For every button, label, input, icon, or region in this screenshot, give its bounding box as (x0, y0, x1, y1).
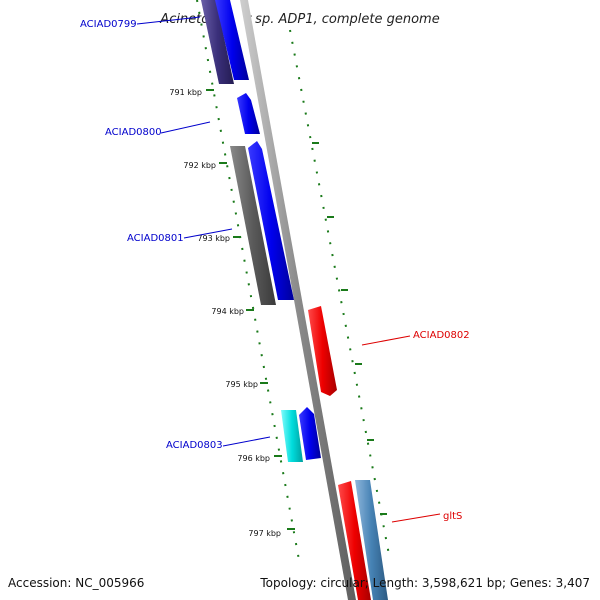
accession-label: Accession: NC_005966 (8, 576, 145, 590)
tick-label-793: 793 kbp (197, 234, 230, 243)
leader-ACIAD0803 (222, 436, 271, 447)
feature-gray (230, 146, 276, 305)
tick-label-796: 796 kbp (237, 454, 270, 463)
gene-label-ACIAD0803[interactable]: ACIAD0803 (166, 440, 223, 451)
feature-steelblue (355, 480, 388, 600)
backbone (240, 0, 356, 600)
gene-ACIAD0800-shape (237, 93, 260, 134)
gene-gltS-shape (338, 481, 371, 600)
tick-label-792: 792 kbp (183, 161, 216, 170)
gene-label-ACIAD0799[interactable]: ACIAD0799 (80, 19, 137, 30)
gene-ACIAD0802-shape (308, 306, 337, 396)
tick-label-791: 791 kbp (169, 88, 202, 97)
tick-label-797: 797 kbp (248, 529, 281, 538)
leader-ACIAD0802 (361, 335, 411, 346)
gene-ACIAD0799-shape (215, 0, 249, 80)
gene-ACIAD0803-shape (299, 407, 321, 460)
feature-purple (201, 0, 234, 84)
leader-gltS (391, 513, 441, 523)
outer-major-ticks (312, 142, 387, 515)
leader-ACIAD0800 (160, 121, 211, 134)
gene-ACIAD0801-shape (248, 141, 294, 300)
tick-label-794: 794 kbp (211, 307, 244, 316)
gene-label-ACIAD0800[interactable]: ACIAD0800 (105, 127, 162, 138)
gene-label-ACIAD0801[interactable]: ACIAD0801 (127, 233, 184, 244)
feature-cyan (281, 410, 303, 462)
tick-label-795: 795 kbp (225, 380, 258, 389)
inner-major-ticks (206, 89, 295, 530)
leader-ACIAD0801 (183, 228, 233, 239)
gene-label-ACIAD0802[interactable]: ACIAD0802 (413, 330, 470, 341)
gene-label-gltS[interactable]: gltS (443, 511, 462, 522)
leader-ACIAD0799 (136, 16, 201, 25)
genome-summary-label: Topology: circular; Length: 3,598,621 bp… (260, 576, 590, 590)
